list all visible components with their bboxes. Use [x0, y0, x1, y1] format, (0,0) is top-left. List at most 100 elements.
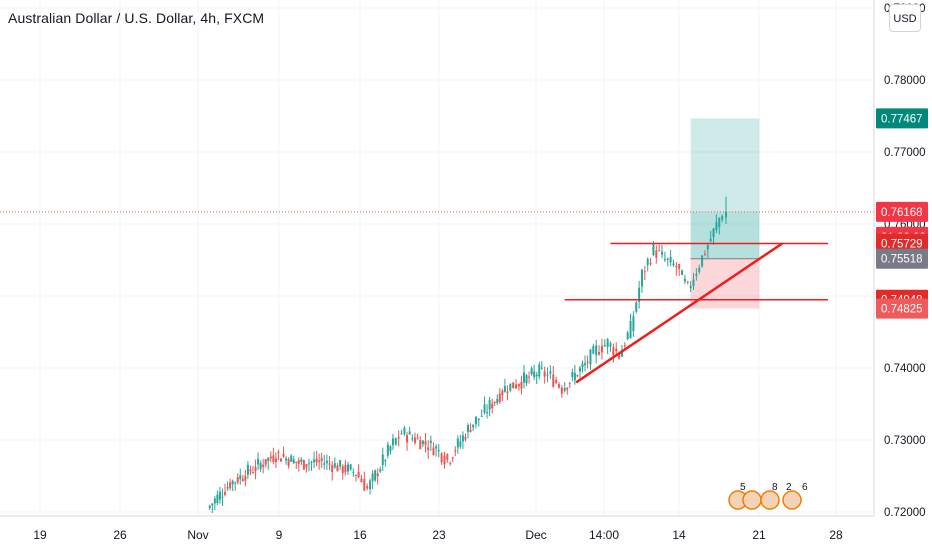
candle-body	[501, 390, 504, 396]
candle-body	[305, 464, 308, 468]
candle-body	[211, 503, 214, 506]
candle-body	[493, 402, 496, 404]
candle-body	[357, 472, 360, 478]
candle-body	[509, 383, 512, 391]
candle-body	[675, 266, 678, 268]
support-trendline[interactable]	[575, 242, 783, 384]
candle-body	[698, 267, 701, 272]
economic-event-count: 8	[772, 482, 778, 493]
candle-body	[525, 375, 528, 384]
candle-body	[584, 363, 587, 366]
time-tick-label: 21	[752, 528, 766, 542]
candle-body	[229, 482, 232, 489]
candle-body	[626, 332, 629, 340]
candle-body	[257, 458, 260, 465]
price-tick-label: 0.77000	[884, 147, 926, 159]
candle-body	[618, 354, 621, 359]
candle-body	[635, 302, 638, 312]
candle-body	[264, 459, 267, 465]
candle-body	[686, 281, 689, 283]
candle-body	[259, 463, 262, 470]
candle-body	[606, 339, 609, 348]
candle-body	[234, 482, 237, 484]
candle-body	[313, 459, 316, 463]
time-tick-label: 14:00	[589, 528, 619, 542]
candle-body	[446, 454, 449, 460]
candle-body	[226, 487, 229, 489]
candle-body	[612, 347, 615, 355]
chart-title: Australian Dollar / U.S. Dollar, 4h, FXC…	[8, 10, 265, 26]
price-tick-label: 0.74000	[884, 363, 926, 375]
economic-event-count: 5	[740, 482, 746, 493]
candle-body	[663, 258, 666, 260]
currency-button[interactable]: USD	[889, 4, 921, 32]
candle-body	[629, 320, 632, 339]
candle-body	[571, 372, 574, 377]
candle-body	[461, 435, 464, 442]
candle-body	[709, 238, 712, 242]
candle-body	[427, 447, 430, 451]
candle-body	[535, 374, 538, 377]
candle-body	[384, 460, 387, 462]
candle-body	[411, 438, 414, 440]
candle-body	[274, 458, 277, 462]
economic-event-icon[interactable]	[742, 490, 762, 510]
candle-body	[386, 444, 389, 456]
candle-body	[369, 480, 372, 490]
economic-event-icon[interactable]	[782, 490, 802, 510]
candle-body	[666, 258, 669, 260]
economic-event-icon[interactable]	[760, 490, 780, 510]
candle-body	[632, 316, 635, 332]
candle-body	[595, 345, 598, 356]
candle-body	[681, 270, 684, 275]
candle-body	[213, 498, 216, 504]
candle-body	[573, 372, 576, 381]
candle-body	[331, 465, 334, 473]
candle-body	[246, 464, 249, 475]
candle-body	[563, 388, 566, 392]
price-badge-last	[876, 201, 928, 222]
time-tick-label: 23	[432, 528, 446, 542]
candle-body	[262, 464, 265, 467]
candle-body	[297, 460, 300, 464]
economic-event-count: 2	[786, 482, 792, 493]
candle-body	[435, 446, 438, 449]
candle-body	[491, 403, 494, 409]
candle-body	[421, 440, 424, 445]
price-tick-label: 0.73000	[884, 435, 926, 447]
candle-body	[692, 279, 695, 286]
candle-body	[469, 429, 472, 432]
candle-body	[678, 264, 681, 269]
candle-body	[285, 458, 288, 461]
candle-body	[449, 462, 452, 464]
candle-body	[416, 437, 419, 439]
time-tick-label: 14	[672, 528, 686, 542]
candle-body	[241, 478, 244, 481]
candle-body	[320, 458, 323, 461]
profit-zone[interactable]	[690, 118, 760, 259]
candle-body	[520, 382, 523, 389]
candle-body	[333, 463, 336, 468]
candle-body	[496, 398, 499, 403]
candle-body	[341, 466, 344, 474]
candle-body	[661, 251, 664, 255]
candle-body	[638, 287, 641, 303]
position-progress-zone	[690, 211, 760, 259]
candle-body	[287, 459, 290, 467]
candle-body	[538, 364, 541, 377]
candle-body	[480, 415, 483, 417]
candle-body	[669, 256, 672, 263]
plot-area[interactable]	[0, 0, 874, 516]
candle-body	[218, 491, 221, 500]
candle-body	[623, 345, 626, 347]
price-tick-label: 0.78000	[884, 75, 926, 87]
candle-body	[391, 438, 394, 446]
candle-body	[216, 494, 219, 504]
candle-body	[419, 440, 422, 450]
candle-body	[349, 464, 352, 470]
candle-body	[646, 258, 649, 266]
candle-body	[339, 460, 342, 467]
price-badge-text: 0.75518	[881, 254, 923, 266]
candle-body	[643, 271, 646, 273]
